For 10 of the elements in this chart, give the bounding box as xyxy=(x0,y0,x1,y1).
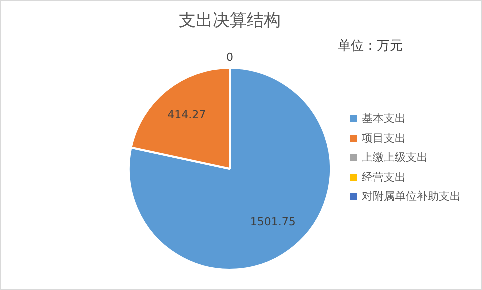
data-label: 414.27 xyxy=(168,108,206,122)
legend-label: 对附属单位补助支出 xyxy=(362,189,461,204)
chart-title: 支出决算结构 xyxy=(178,10,282,32)
legend-label: 上缴上级支出 xyxy=(362,150,428,166)
data-label: 1501.75 xyxy=(250,215,296,228)
legend-label: 项目支出 xyxy=(362,130,406,146)
text: 0 xyxy=(226,50,234,64)
legend-label: 基本支出 xyxy=(362,111,406,126)
chart-subtitle: 单位：万元 xyxy=(338,38,403,55)
legend-label: 经营支出 xyxy=(362,170,406,185)
